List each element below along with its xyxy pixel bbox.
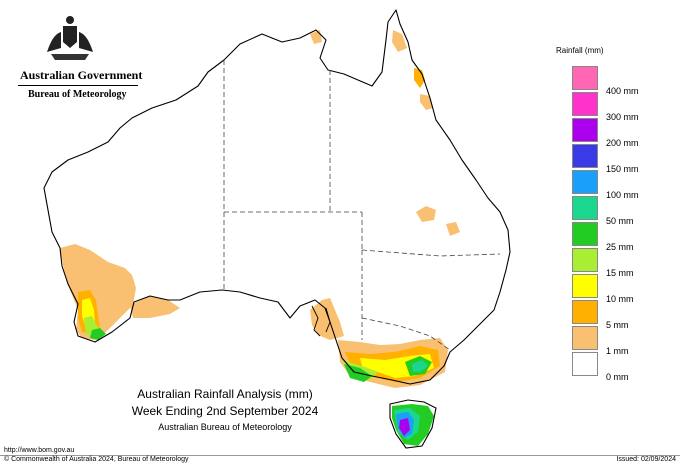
legend-swatch bbox=[572, 144, 598, 168]
legend-swatch bbox=[572, 274, 598, 298]
legend-label: 200 mm bbox=[606, 138, 639, 148]
bureau-title: Bureau of Meteorology bbox=[28, 89, 127, 100]
rain-area-sa-light bbox=[310, 298, 344, 340]
legend-label: 100 mm bbox=[606, 190, 639, 200]
map-credit: Australian Bureau of Meteorology bbox=[158, 422, 292, 432]
legend-swatch bbox=[572, 300, 598, 324]
australia-coastline bbox=[43, 9, 511, 385]
legend-swatch bbox=[572, 222, 598, 246]
coat-of-arms-icon bbox=[47, 16, 93, 60]
legend-label: 5 mm bbox=[606, 320, 629, 330]
legend-label: 50 mm bbox=[606, 216, 634, 226]
rain-area-qld-cape-light bbox=[392, 30, 407, 52]
legend-swatch bbox=[572, 248, 598, 272]
legend-label: 0 mm bbox=[606, 372, 629, 382]
rain-area-qld-coast-orange bbox=[414, 68, 425, 88]
legend-swatch bbox=[572, 326, 598, 350]
legend-title: Rainfall (mm) bbox=[556, 46, 604, 55]
footer-divider bbox=[0, 455, 680, 456]
legend-swatch bbox=[572, 66, 598, 90]
rain-area-sw-wa-green bbox=[90, 328, 106, 340]
government-divider bbox=[18, 85, 138, 86]
legend-label: 15 mm bbox=[606, 268, 634, 278]
legend-label: 300 mm bbox=[606, 112, 639, 122]
state-borders bbox=[223, 60, 501, 351]
legend-swatch bbox=[572, 118, 598, 142]
map-subtitle: Week Ending 2nd September 2024 bbox=[131, 404, 319, 418]
government-title: Australian Government bbox=[20, 68, 143, 82]
border-nsw-vic bbox=[361, 317, 451, 351]
legend-label: 25 mm bbox=[606, 242, 634, 252]
rain-area-south-coast-wa-light bbox=[130, 296, 180, 318]
gulf-lines bbox=[311, 305, 331, 337]
legend-swatch bbox=[572, 170, 598, 194]
border-qld-nsw bbox=[361, 249, 501, 257]
rain-area-vic-alps-teal bbox=[412, 360, 428, 372]
rainfall-shading bbox=[60, 30, 460, 446]
legend-label: 10 mm bbox=[606, 294, 634, 304]
rain-area-tas-purple bbox=[399, 418, 410, 436]
bom-url-link[interactable]: http://www.bom.gov.au bbox=[4, 447, 75, 454]
copyright-text: © Commonwealth of Australia 2024, Bureau… bbox=[4, 456, 189, 463]
legend-swatch bbox=[572, 352, 598, 376]
map-title: Australian Rainfall Analysis (mm) bbox=[137, 387, 313, 401]
legend-swatch bbox=[572, 196, 598, 220]
legend-swatch bbox=[572, 92, 598, 116]
rain-area-qld-inland-light bbox=[416, 206, 436, 222]
legend-label: 1 mm bbox=[606, 346, 629, 356]
tasmania-coastline bbox=[389, 399, 437, 449]
issued-date: Issued: 02/09/2024 bbox=[616, 456, 676, 463]
legend-label: 150 mm bbox=[606, 164, 639, 174]
legend-label: 400 mm bbox=[606, 86, 639, 96]
rain-area-qld-inland2-light bbox=[446, 222, 460, 236]
